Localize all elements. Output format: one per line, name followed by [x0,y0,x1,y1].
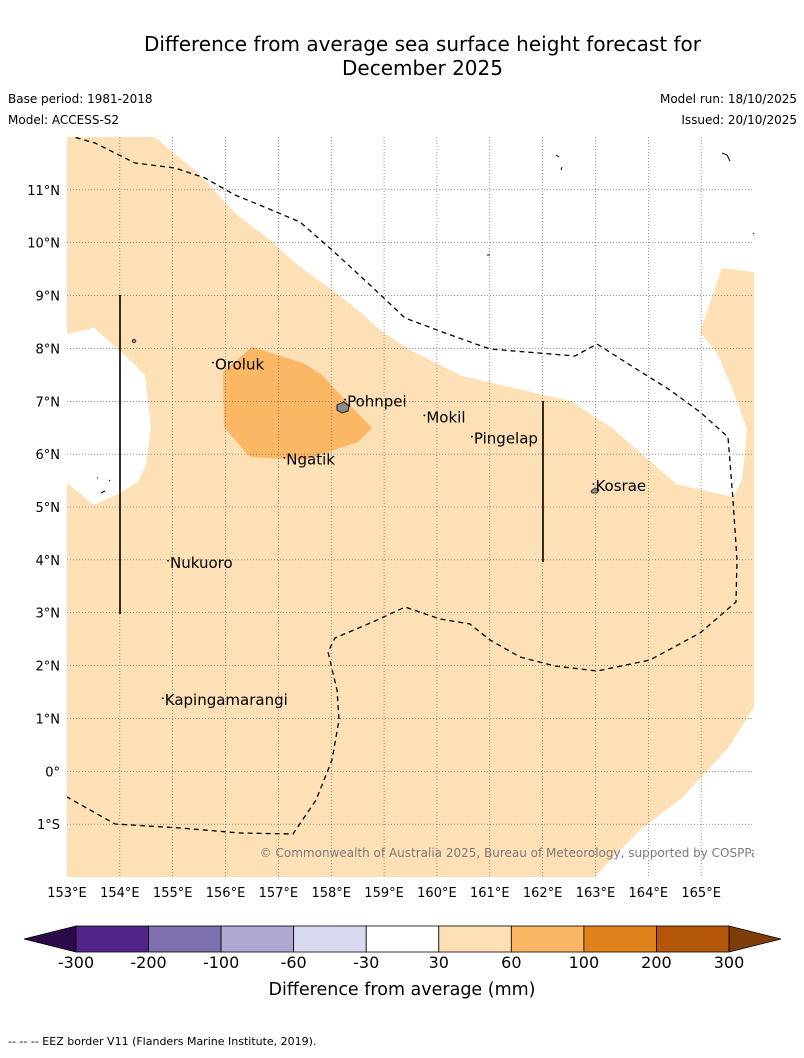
neutral-region-southeast [595,707,754,877]
colorbar: -300 -200 -100 -60 -30 30 60 100 200 300 Differen… [23,925,782,1000]
lon-tick-label: 155°E [153,886,193,901]
lon-tick-label: 160°E [417,886,457,901]
colorbar-segment [438,925,512,953]
model-label: Model: ACCESS-S2 [8,113,120,127]
lat-tick-label: 2°N [36,660,61,675]
footer-legend-note: -- -- -- EEZ border V11 (Flanders Marine… [8,1035,317,1048]
place-marker [592,483,595,486]
island-small-3 [721,152,731,162]
colorbar-segments [75,925,730,953]
colorbar-tick-label: 200 [641,953,672,972]
colorbar-tick-label: -60 [281,953,307,972]
lon-tick-label: 164°E [629,886,669,901]
colorbar-tick-labels: -300 -200 -100 -60 -30 30 60 100 200 300 [58,953,744,972]
place-label-pohnpei: Pohnpei [347,393,407,411]
colorbar-segment [293,925,367,953]
place-label-mokil: Mokil [426,408,465,426]
colorbar-extend-low [23,925,77,953]
lon-tick-label: 163°E [576,886,616,901]
place-label-pingelap: Pingelap [474,430,538,448]
colorbar-tick-label: -30 [353,953,379,972]
place-marker [283,456,286,459]
island-kosrae [590,487,600,494]
neutral-region-west [67,328,151,505]
lat-tick-label: 5°N [36,501,61,516]
place-label-nukuoro: Nukuoro [170,554,233,572]
lat-tick-label: 8°N [36,342,61,357]
place-marker [471,435,473,438]
lat-tick-label: 9°N [36,290,61,305]
colorbar-tick-label: 300 [714,953,745,972]
eez-borders [67,137,738,835]
colorbar-segment [583,925,657,953]
colorbar-tick-label: 60 [501,953,521,972]
colorbar-segment [365,925,440,953]
place-label-ngatik: Ngatik [286,451,335,469]
lon-tick-label: 158°E [311,886,351,901]
lat-tick-label: 1°N [36,712,61,727]
eez-border-north [67,137,738,835]
place-marker [423,414,426,417]
lon-tick-label: 159°E [364,886,404,901]
place-label-oroluk: Oroluk [215,356,264,374]
place-label-kapingamarangi: Kapingamarangi [165,691,288,709]
lat-tick-label: 4°N [36,554,61,569]
latitude-tick-labels: 1°S 0° 1°N 2°N 3°N 4°N 5°N 6°N 7°N 8°N 9°N 10°N 11°N [27,184,60,833]
colorbar-segment [75,925,149,953]
island-oroluk-dot [131,338,137,344]
map-area: Oroluk Pohnpei Mokil Pingelap Ngatik Kosrae Nu… [67,137,765,877]
place-marker [161,697,164,700]
lon-tick-label: 165°E [681,886,721,901]
island-small-2 [560,166,563,171]
place-marker [344,398,346,401]
place-labels: Oroluk Pohnpei Mokil Pingelap Ngatik Kosrae Nu… [161,356,646,709]
island-small-6 [752,232,754,235]
anomaly-60-100-region [223,347,372,460]
model-run-label: Model run: 18/10/2025 [659,92,797,106]
lon-tick-label: 161°E [470,886,510,901]
lon-tick-label: 153°E [47,886,87,901]
lat-tick-label: 0° [45,765,60,780]
island-small-5 [97,477,111,494]
chart-title-line1: Difference from average sea surface heig… [143,32,702,56]
colorbar-tick-label: -300 [58,953,94,972]
lat-tick-label: 11°N [27,184,60,199]
lat-tick-label: 7°N [36,395,61,410]
copyright-notice: © Commonwealth of Australia 2025, Bureau… [260,846,765,860]
colorbar-segment [656,925,730,953]
lon-tick-label: 156°E [206,886,246,901]
colorbar-extend-high [728,925,782,953]
issued-label: Issued: 20/10/2025 [681,113,797,127]
lat-tick-label: 10°N [27,237,60,252]
place-marker [212,361,214,364]
place-label-kosrae: Kosrae [595,477,646,495]
colorbar-segment [220,925,295,953]
longitude-tick-labels: 153°E 154°E 155°E 156°E 157°E 158°E 159°E 160°E… [47,886,721,901]
lat-tick-label: 3°N [36,607,61,622]
lat-tick-label: 6°N [36,448,61,463]
colorbar-tick-label: 100 [569,953,600,972]
islands [97,152,754,494]
colorbar-tick-label: -100 [203,953,239,972]
island-small-1 [555,154,560,158]
chart-title-line2: December 2025 [342,56,503,80]
colorbar-segment [510,925,585,953]
neutral-region-north [155,137,754,497]
lon-tick-label: 157°E [259,886,299,901]
colorbar-label: Difference from average (mm) [268,980,535,1000]
lat-tick-label: 1°S [37,818,60,833]
base-period-label: Base period: 1981-2018 [8,92,153,106]
colorbar-segment [148,925,222,953]
island-pohnpei [336,401,350,414]
colorbar-tick-label: 30 [429,953,449,972]
lon-tick-label: 154°E [100,886,140,901]
lon-tick-label: 162°E [523,886,563,901]
colorbar-tick-label: -200 [130,953,166,972]
place-marker [167,559,169,562]
